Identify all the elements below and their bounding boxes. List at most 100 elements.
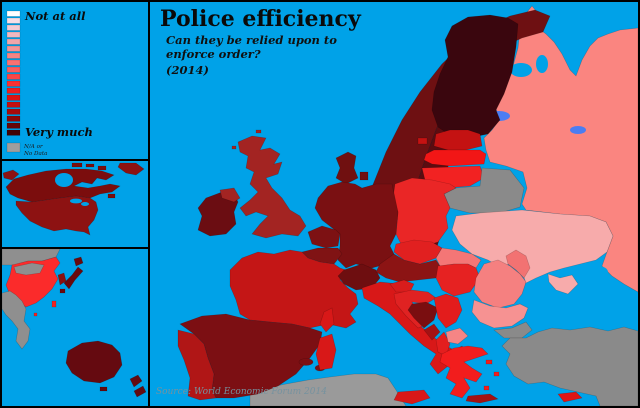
region-finland bbox=[431, 14, 519, 139]
region-balearics bbox=[298, 358, 314, 366]
sea-of-azov bbox=[588, 266, 608, 278]
region-greece-island bbox=[493, 371, 500, 377]
region-belgium bbox=[301, 247, 343, 265]
map-title: Police efficiency bbox=[160, 6, 362, 32]
legend-swatch bbox=[6, 10, 21, 17]
region-france bbox=[229, 249, 359, 329]
region-japan-hokkaido bbox=[73, 256, 84, 267]
region-greece bbox=[439, 345, 489, 399]
region-bulgaria bbox=[471, 299, 529, 329]
region-alaska bbox=[2, 169, 20, 181]
region-canada-arctic-island bbox=[97, 165, 107, 171]
region-australia bbox=[65, 340, 123, 384]
legend-na-label-2: No Data bbox=[23, 151, 47, 157]
region-crete bbox=[465, 393, 499, 404]
region-canada-arctic-island bbox=[85, 163, 95, 168]
region-slovenia bbox=[389, 279, 415, 293]
region-uk bbox=[237, 135, 307, 239]
map-year: (2014) bbox=[166, 63, 209, 77]
legend-swatch bbox=[6, 80, 21, 87]
region-greece-island bbox=[485, 359, 493, 365]
lake-onega bbox=[536, 55, 548, 73]
region-germany bbox=[314, 181, 399, 269]
region-albania bbox=[435, 331, 451, 357]
region-japan-honshu bbox=[63, 266, 84, 290]
region-estonia-saaremaa bbox=[417, 137, 428, 145]
legend-swatch bbox=[6, 129, 21, 136]
asia-canvas bbox=[2, 249, 148, 406]
region-taiwan bbox=[51, 300, 57, 308]
legend-bottom-label: Very much bbox=[25, 125, 93, 139]
region-uk-orkney bbox=[255, 129, 262, 134]
region-netherlands bbox=[307, 225, 341, 249]
region-denmark bbox=[335, 151, 359, 185]
legend-na-label-1: N/A or bbox=[23, 144, 43, 150]
region-turkey bbox=[501, 326, 638, 406]
region-northern-ireland bbox=[219, 187, 241, 203]
region-canada-arctic-island bbox=[71, 162, 83, 168]
region-denmark-zealand bbox=[359, 171, 369, 181]
region-moldova bbox=[505, 249, 531, 279]
legend-canvas: Not at all Very much N/A or No Data bbox=[2, 2, 148, 159]
region-mongolia bbox=[13, 262, 45, 276]
region-cyprus bbox=[557, 391, 583, 403]
region-macedonia bbox=[445, 327, 469, 345]
legend-swatch bbox=[6, 31, 21, 38]
legend-swatch bbox=[6, 115, 21, 122]
legend-swatch bbox=[6, 17, 21, 24]
region-tasmania bbox=[99, 386, 108, 392]
legend-swatch bbox=[6, 38, 21, 45]
region-hong-kong bbox=[33, 312, 38, 317]
hudson-bay bbox=[55, 173, 73, 187]
map-subtitle-line1: Can they be relied upon to bbox=[166, 33, 337, 47]
europe-canvas: Police efficiency Can they be relied upo… bbox=[150, 2, 638, 406]
great-lakes bbox=[70, 198, 82, 204]
legend-swatch bbox=[6, 45, 21, 52]
region-sicily bbox=[393, 389, 431, 405]
region-crimea bbox=[547, 273, 579, 295]
na-canvas bbox=[2, 161, 148, 247]
legend-top-label: Not at all bbox=[24, 9, 86, 23]
region-new-zealand-south bbox=[133, 385, 147, 398]
legend-swatch bbox=[6, 52, 21, 59]
legend-panel: Not at all Very much N/A or No Data bbox=[2, 2, 148, 159]
legend-na-swatch bbox=[6, 142, 21, 153]
region-romania bbox=[473, 259, 527, 309]
region-estonia bbox=[433, 129, 483, 151]
region-ukraine bbox=[451, 209, 614, 284]
europe-map-panel: Police efficiency Can they be relied upo… bbox=[150, 2, 638, 406]
lake-rybinsk bbox=[570, 126, 586, 134]
legend-swatch bbox=[6, 73, 21, 80]
legend-swatch bbox=[6, 122, 21, 129]
inset-asia-oceania bbox=[2, 249, 148, 406]
source-label: Source: World Economic Forum 2014 bbox=[156, 387, 327, 397]
region-sardinia bbox=[315, 333, 337, 371]
legend-swatch bbox=[6, 24, 21, 31]
map-subtitle-line2: enforce order? bbox=[166, 47, 261, 61]
legend-swatch bbox=[6, 66, 21, 73]
region-uk-hebrides bbox=[231, 145, 237, 150]
region-canada-newfoundland bbox=[107, 193, 116, 199]
great-lakes bbox=[81, 202, 89, 206]
inset-north-america bbox=[2, 161, 148, 247]
region-belarus bbox=[443, 167, 525, 214]
region-new-zealand bbox=[129, 374, 143, 388]
region-greece-island bbox=[483, 385, 490, 391]
legend-swatch bbox=[6, 94, 21, 101]
legend-background bbox=[2, 2, 148, 159]
region-portugal bbox=[177, 329, 217, 401]
region-japan-kyushu bbox=[59, 288, 66, 294]
lake-ladoga bbox=[510, 63, 532, 77]
region-bosnia bbox=[407, 301, 439, 329]
legend-swatch bbox=[6, 59, 21, 66]
region-usa bbox=[15, 195, 99, 236]
legend-swatch bbox=[6, 108, 21, 115]
region-corsica bbox=[319, 307, 335, 333]
region-turkey-thrace bbox=[493, 321, 533, 339]
legend-swatch bbox=[6, 101, 21, 108]
region-serbia bbox=[433, 293, 463, 329]
region-greenland bbox=[117, 162, 145, 176]
region-southeast-asia bbox=[2, 290, 31, 350]
region-montenegro bbox=[423, 323, 441, 341]
